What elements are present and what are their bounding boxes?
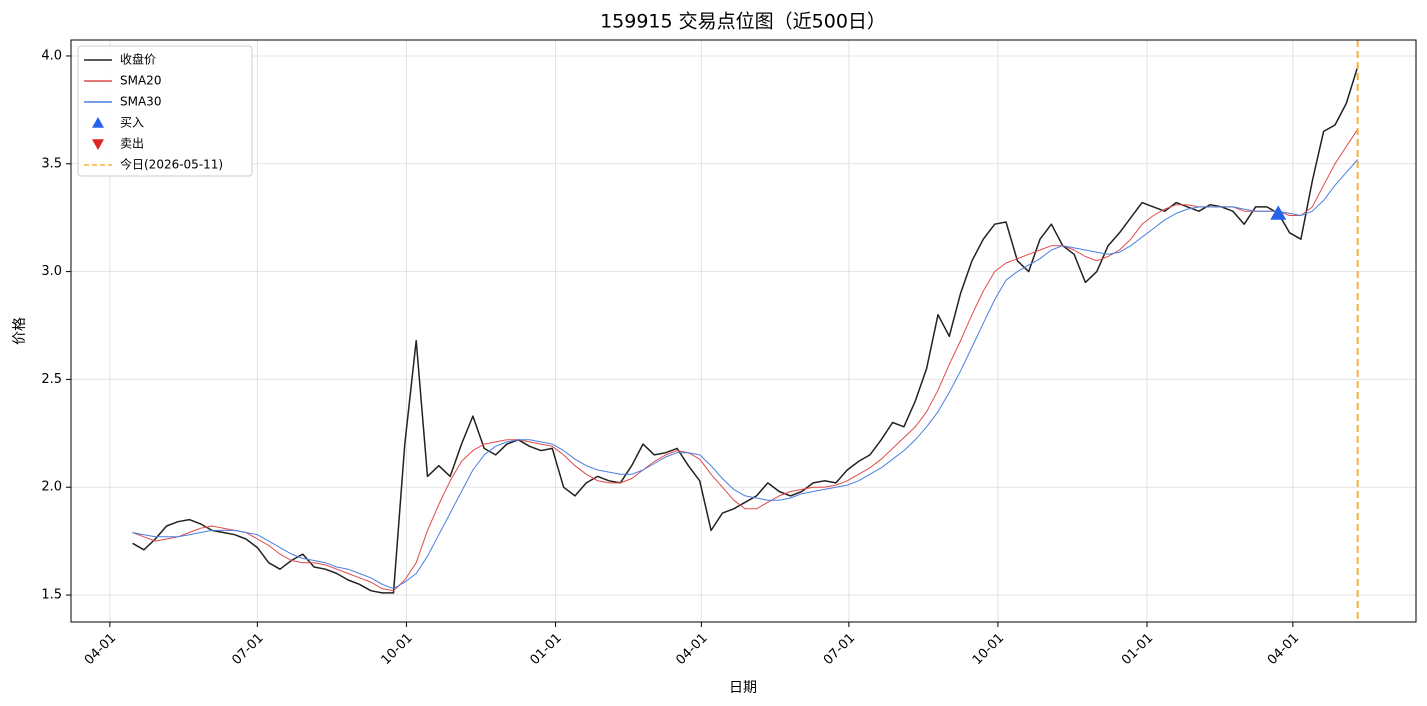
x-tick-label: 04-01 bbox=[1265, 631, 1302, 668]
legend-label: SMA30 bbox=[120, 95, 161, 109]
y-tick-label: 2.5 bbox=[41, 372, 62, 387]
y-tick-label: 3.0 bbox=[41, 264, 62, 279]
chart-title: 159915 交易点位图（近500日） bbox=[600, 11, 886, 33]
legend-label: 买入 bbox=[120, 116, 144, 130]
x-tick-label: 10-01 bbox=[970, 631, 1007, 668]
y-tick-label: 2.0 bbox=[41, 480, 62, 495]
price-line bbox=[132, 159, 1359, 590]
y-tick-label: 4.0 bbox=[41, 48, 62, 63]
x-tick-label: 07-01 bbox=[821, 631, 858, 668]
x-tick-label: 07-01 bbox=[229, 631, 266, 668]
y-axis-label: 价格 bbox=[12, 317, 28, 345]
legend-label: 卖出 bbox=[120, 137, 144, 151]
price-line bbox=[132, 66, 1359, 594]
x-tick-label: 10-01 bbox=[378, 631, 415, 668]
x-axis-label: 日期 bbox=[729, 680, 757, 696]
legend-marker bbox=[92, 117, 104, 128]
trade-marker bbox=[1270, 205, 1287, 220]
legend-box bbox=[77, 45, 253, 177]
y-tick-label: 1.5 bbox=[41, 588, 62, 603]
y-tick-label: 3.5 bbox=[41, 156, 62, 171]
price-line bbox=[132, 129, 1359, 592]
legend-label: 收盘价 bbox=[120, 52, 156, 67]
x-tick-label: 04-01 bbox=[673, 631, 710, 668]
x-tick-label: 04-01 bbox=[82, 631, 119, 668]
x-tick-label: 01-01 bbox=[1119, 631, 1156, 668]
legend-marker bbox=[92, 139, 104, 150]
plot-frame bbox=[70, 39, 1417, 623]
legend-label: 今日(2026-05-11) bbox=[120, 157, 223, 172]
legend-label: SMA20 bbox=[120, 74, 161, 88]
x-tick-label: 01-01 bbox=[528, 631, 565, 668]
